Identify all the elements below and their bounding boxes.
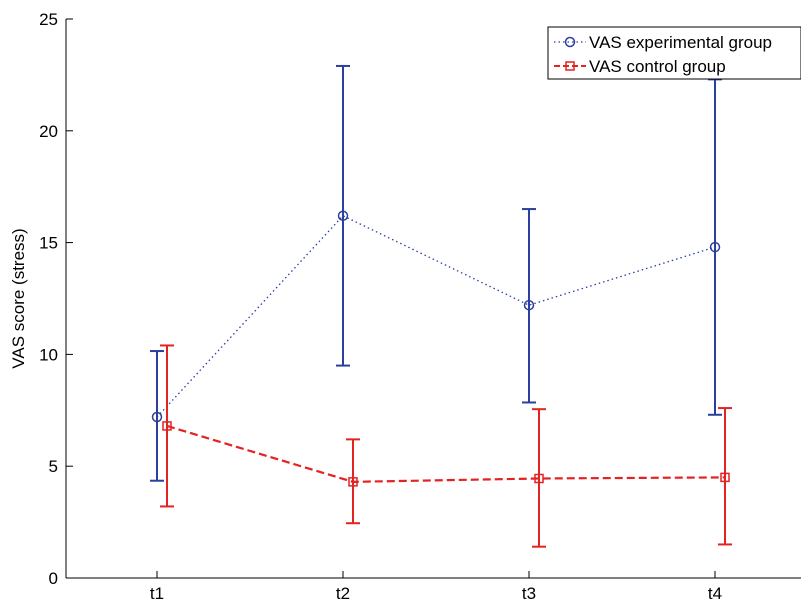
series-layer — [150, 64, 732, 548]
y-tick-label: 25 — [39, 10, 58, 29]
axes: 0 5 10 15 20 25 t1 t2 t3 t4 VAS score (stress) — [9, 10, 801, 602]
error-bar — [336, 64, 350, 367]
legend: VAS experimental group VAS control group — [547, 26, 801, 80]
error-bar — [150, 350, 164, 482]
series-line — [156, 214, 716, 418]
data-point — [151, 411, 163, 423]
error-bar — [718, 407, 732, 546]
series-experimental — [150, 64, 722, 482]
y-tick-label: 20 — [39, 122, 58, 141]
legend-label: VAS experimental group — [589, 33, 772, 52]
y-tick-label: 15 — [39, 234, 58, 253]
legend-item: VAS experimental group — [554, 33, 772, 52]
error-bar — [160, 344, 174, 508]
x-tick-label: t3 — [522, 584, 536, 602]
y-axis-label: VAS score (stress) — [9, 228, 28, 368]
x-tick-label: t1 — [150, 584, 164, 602]
legend-label: VAS control group — [589, 57, 726, 76]
x-tick-label: t2 — [336, 584, 350, 602]
y-tick-label: 5 — [49, 457, 58, 476]
series-line — [166, 424, 726, 483]
data-point — [709, 241, 721, 253]
data-point — [162, 421, 172, 431]
data-point — [337, 210, 349, 222]
legend-box — [547, 26, 801, 80]
error-bar — [532, 408, 546, 548]
error-bar — [522, 208, 536, 404]
legend-marker — [564, 36, 576, 48]
legend-item: VAS control group — [554, 57, 726, 76]
data-point — [534, 473, 544, 484]
x-tick-label: t4 — [708, 584, 722, 602]
data-point — [720, 472, 730, 483]
y-tick-label: 10 — [39, 345, 58, 364]
series-control — [160, 344, 732, 548]
error-bar — [346, 438, 360, 525]
data-point — [523, 299, 535, 311]
y-tick-label: 0 — [49, 569, 58, 588]
data-point — [348, 477, 358, 487]
legend-marker — [565, 61, 575, 71]
